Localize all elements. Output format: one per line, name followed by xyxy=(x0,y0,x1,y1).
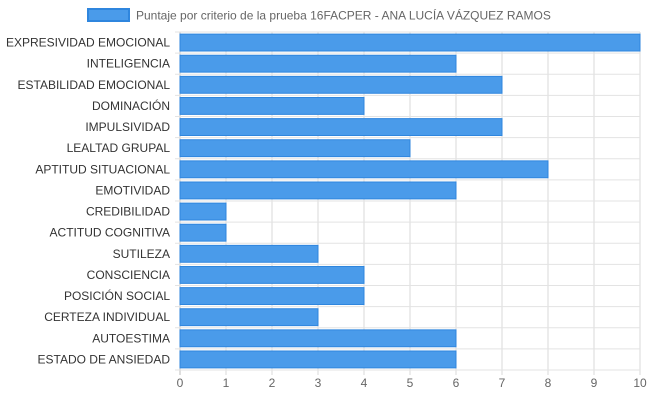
category-label: CERTEZA INDIVIDUAL xyxy=(44,310,170,324)
category-label: LEALTAD GRUPAL xyxy=(67,141,171,155)
bar xyxy=(179,181,457,200)
x-tick-label: 5 xyxy=(407,376,414,390)
bar xyxy=(179,54,457,73)
x-tick-label: 10 xyxy=(633,376,647,390)
legend-swatch[interactable] xyxy=(87,8,130,22)
category-label: CREDIBILIDAD xyxy=(86,205,170,219)
x-tick-label: 2 xyxy=(269,376,276,390)
x-tick-label: 8 xyxy=(545,376,552,390)
bar xyxy=(179,160,549,179)
bar xyxy=(179,223,227,242)
legend-label[interactable]: Puntaje por criterio de la prueba 16FACP… xyxy=(136,8,551,23)
category-label: AUTOESTIMA xyxy=(92,331,170,345)
x-tick-label: 4 xyxy=(361,376,368,390)
bar xyxy=(179,33,641,52)
x-tick-label: 7 xyxy=(499,376,506,390)
category-label: INTELIGENCIA xyxy=(87,57,170,71)
category-label: ACTITUD COGNITIVA xyxy=(50,226,170,240)
category-label: IMPULSIVIDAD xyxy=(85,120,170,134)
bar xyxy=(179,329,457,348)
x-tick-label: 3 xyxy=(315,376,322,390)
x-tick-label: 0 xyxy=(177,376,184,390)
category-label: POSICIÓN SOCIAL xyxy=(64,288,170,303)
category-label: SUTILEZA xyxy=(113,247,170,261)
x-tick-label: 1 xyxy=(223,376,230,390)
x-tick-label: 9 xyxy=(591,376,598,390)
bar xyxy=(179,287,365,306)
category-label: EMOTIVIDAD xyxy=(95,183,170,197)
bar xyxy=(179,265,365,284)
category-label: APTITUD SITUACIONAL xyxy=(35,162,170,176)
bar xyxy=(179,350,457,369)
x-tick-label: 6 xyxy=(453,376,460,390)
category-label: ESTABILIDAD EMOCIONAL xyxy=(18,78,171,92)
bar xyxy=(179,202,227,221)
bar xyxy=(179,308,319,327)
bar xyxy=(179,75,503,94)
category-label: EXPRESIVIDAD EMOCIONAL xyxy=(6,36,170,50)
bar xyxy=(179,96,365,115)
bar xyxy=(179,118,503,137)
category-label: ESTADO DE ANSIEDAD xyxy=(38,352,171,366)
bar xyxy=(179,139,411,158)
category-label: CONSCIENCIA xyxy=(87,268,170,282)
category-label: DOMINACIÓN xyxy=(92,98,170,113)
bar xyxy=(179,244,319,263)
